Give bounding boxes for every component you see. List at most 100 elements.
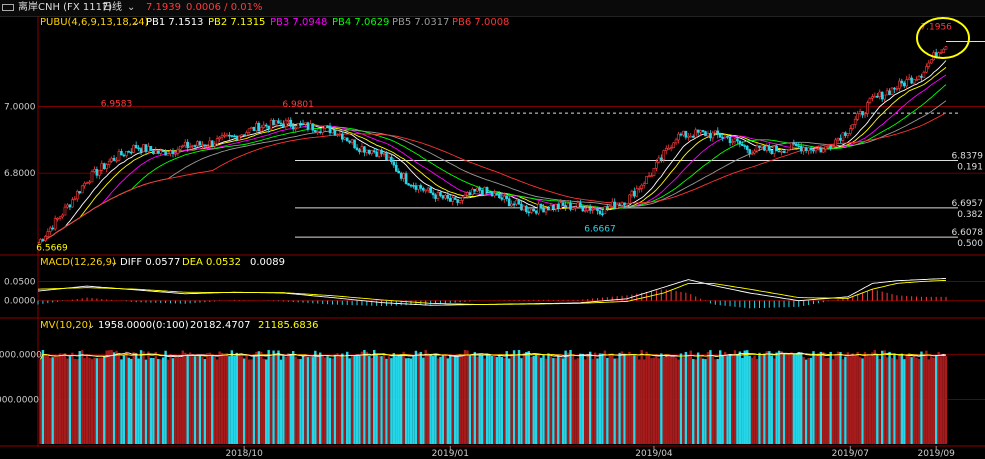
- volume-bar: [834, 355, 837, 444]
- candle-body: [181, 145, 185, 148]
- mv-label[interactable]: MV(10,20): [40, 320, 92, 331]
- candle-body: [412, 185, 415, 187]
- candle-body: [314, 129, 317, 133]
- candle-body: [407, 183, 410, 186]
- volume-bar: [507, 358, 511, 444]
- volume-bar: [539, 357, 543, 444]
- volume-bar: [341, 353, 344, 444]
- candle-body: [547, 208, 550, 211]
- last-price: 7.1939: [146, 2, 181, 13]
- candle-body: [669, 147, 673, 149]
- volume-bar: [547, 353, 550, 444]
- period-selector[interactable]: 日线: [102, 2, 122, 13]
- volume-bar: [898, 354, 901, 444]
- candle-body: [102, 163, 106, 169]
- candle-body: [704, 131, 707, 137]
- volume-bar: [768, 351, 771, 444]
- candle-body: [925, 66, 928, 73]
- candle-body: [198, 141, 202, 146]
- candle-body: [274, 120, 278, 126]
- volume-bar: [272, 350, 275, 444]
- volume-bar: [301, 355, 305, 444]
- symbol-label[interactable]: 离岸CNH (FX 1117): [18, 2, 113, 13]
- candle-body: [586, 207, 590, 211]
- volume-bar: [579, 353, 582, 444]
- candle-body: [615, 204, 619, 209]
- candle-body: [105, 164, 109, 169]
- volume-bar: [849, 356, 852, 444]
- candle-body: [272, 119, 275, 126]
- candle-body: [56, 217, 59, 220]
- volume-bar: [674, 357, 678, 444]
- volume-bar: [255, 351, 258, 444]
- candle-body: [434, 194, 437, 199]
- candle-body: [117, 150, 121, 161]
- candle-body: [660, 157, 663, 160]
- candle-body: [392, 161, 396, 166]
- volume-bar: [800, 352, 803, 444]
- candle-body: [90, 171, 94, 183]
- volume-bar: [878, 358, 881, 444]
- chevron-down-icon[interactable]: ⌄: [127, 2, 136, 13]
- chevron-down-icon[interactable]: ⌄: [87, 320, 96, 331]
- chevron-down-icon[interactable]: ⌄: [132, 17, 141, 28]
- candle-body: [129, 151, 133, 154]
- volume-bar: [112, 352, 116, 444]
- fib-ratio-label: 0.191: [957, 163, 983, 173]
- chevron-down-icon[interactable]: ⌄: [110, 257, 119, 268]
- pubu-label[interactable]: PUBU(4,6,9,13,18,24): [40, 17, 149, 28]
- candle-body: [579, 202, 582, 207]
- candle-body: [574, 206, 577, 209]
- window-icon[interactable]: [2, 4, 14, 11]
- volume-bar: [858, 357, 862, 444]
- candle-body: [250, 127, 253, 130]
- fib-ratio-label: 0.382: [957, 210, 983, 220]
- candle-body: [797, 145, 801, 148]
- macd-label[interactable]: MACD(12,26,9): [40, 257, 116, 268]
- candle-body: [763, 145, 766, 151]
- volume-bar: [58, 353, 62, 444]
- candle-body: [451, 197, 455, 202]
- volume-bar: [863, 352, 867, 444]
- candle-body: [711, 132, 715, 139]
- volume-bar: [746, 350, 749, 444]
- volume-bar: [596, 358, 599, 444]
- volume-bar: [235, 352, 238, 444]
- candle-body: [306, 122, 310, 130]
- volume-bar: [866, 354, 869, 444]
- volume-bar: [424, 350, 427, 444]
- volume-bar: [110, 349, 113, 444]
- candle-body: [927, 62, 931, 67]
- volume-bar: [640, 349, 643, 444]
- volume-bar: [429, 355, 432, 444]
- volume-bar: [417, 352, 420, 444]
- candle-body: [782, 150, 786, 153]
- volume-bar: [515, 355, 518, 444]
- candle-body: [716, 130, 720, 135]
- volume-bar: [915, 357, 918, 444]
- candle-body: [291, 126, 295, 130]
- candle-body: [687, 135, 690, 138]
- volume-bar: [804, 359, 808, 444]
- volume-bar: [569, 350, 572, 444]
- highlight-circle: [916, 17, 970, 59]
- candle-body: [714, 130, 717, 134]
- candle-body: [353, 139, 356, 149]
- volume-bar: [836, 351, 840, 444]
- volume-bar: [441, 354, 445, 444]
- x-tick-label: 2018/10: [225, 449, 263, 459]
- candle-body: [559, 202, 563, 209]
- candle-body: [183, 141, 187, 147]
- volume-bar: [893, 353, 896, 444]
- volume-bar: [868, 356, 872, 444]
- volume-bar: [814, 355, 818, 444]
- candle-body: [583, 210, 587, 212]
- candle-body: [836, 137, 840, 141]
- pb4-value: PB4 7.0629: [332, 17, 390, 28]
- volume-bar: [453, 356, 457, 444]
- volume-bar: [765, 351, 769, 444]
- candle-body: [569, 203, 572, 210]
- volume-bar: [537, 353, 540, 444]
- candle-body: [110, 157, 113, 162]
